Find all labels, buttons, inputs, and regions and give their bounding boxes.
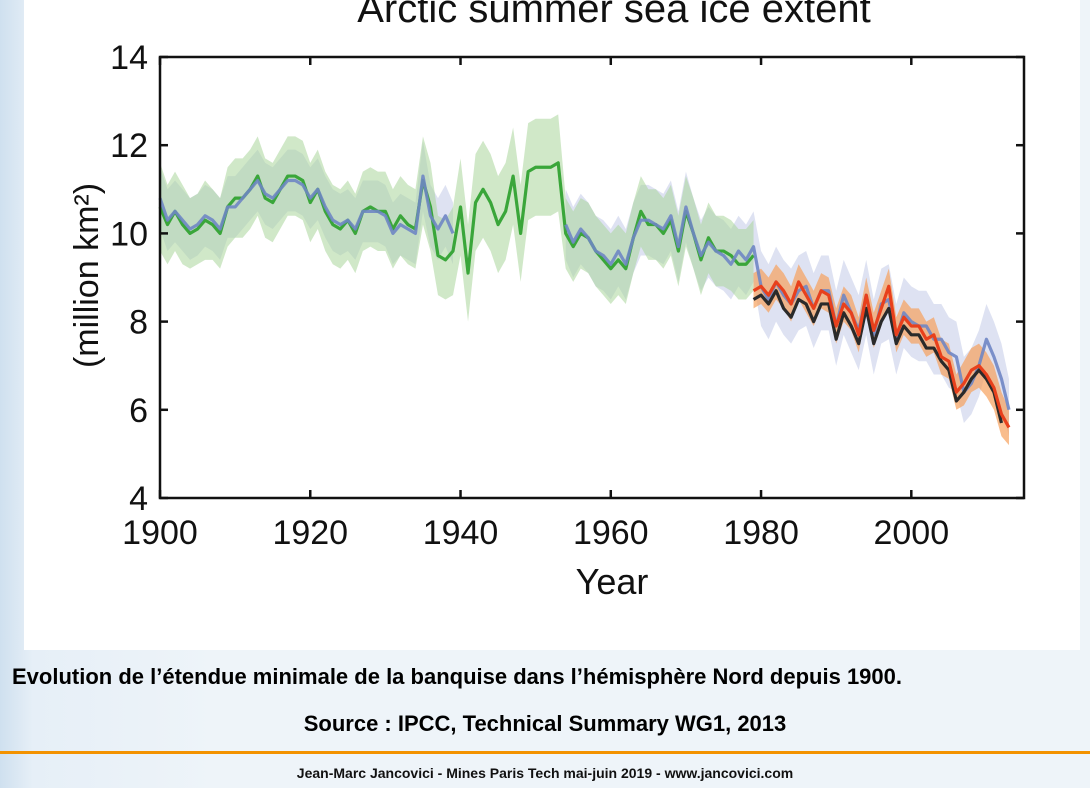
x-tick-label-1960: 1960: [573, 514, 649, 552]
y-tick-label-14: 14: [110, 39, 148, 77]
x-axis-label: Year: [576, 561, 649, 602]
footer-credit: Jean-Marc Jancovici - Mines Paris Tech m…: [296, 765, 794, 781]
y-tick-label-6: 6: [129, 392, 148, 430]
x-tick-label-1900: 1900: [122, 514, 198, 552]
chart-title: Arctic summer sea ice extent: [357, 0, 871, 31]
y-axis-label: (million km²): [68, 183, 106, 368]
green-uncertainty-band-0: [160, 114, 754, 322]
y-tick-label-10: 10: [110, 215, 148, 253]
y-tick-label-8: 8: [129, 304, 148, 342]
black-series-line-0: [752, 289, 1004, 424]
red-uncertainty-band-0: [753, 264, 1009, 446]
y-tick-label-12: 12: [110, 127, 148, 165]
caption-source: Source : IPCC, Technical Summary WG1, 20…: [303, 711, 787, 736]
x-tick-label-2000: 2000: [873, 514, 949, 552]
plot-frame: [158, 55, 1026, 500]
figure-panel: Arctic summer sea ice extent 1900 1920 1940…: [24, 0, 1080, 650]
footer-divider: [0, 751, 1090, 754]
x-tick-label-1940: 1940: [423, 514, 499, 552]
sea-ice-chart: Arctic summer sea ice extent 1900 1920 1940…: [68, 0, 1026, 602]
x-tick-label-1920: 1920: [272, 514, 348, 552]
caption-description: Evolution de l’étendue minimale de la ba…: [12, 664, 903, 689]
y-tick-label-4: 4: [129, 480, 148, 518]
x-tick-label-1980: 1980: [723, 514, 799, 552]
red-series-line-0: [752, 280, 1011, 429]
blue-series-line-0: [158, 174, 455, 235]
